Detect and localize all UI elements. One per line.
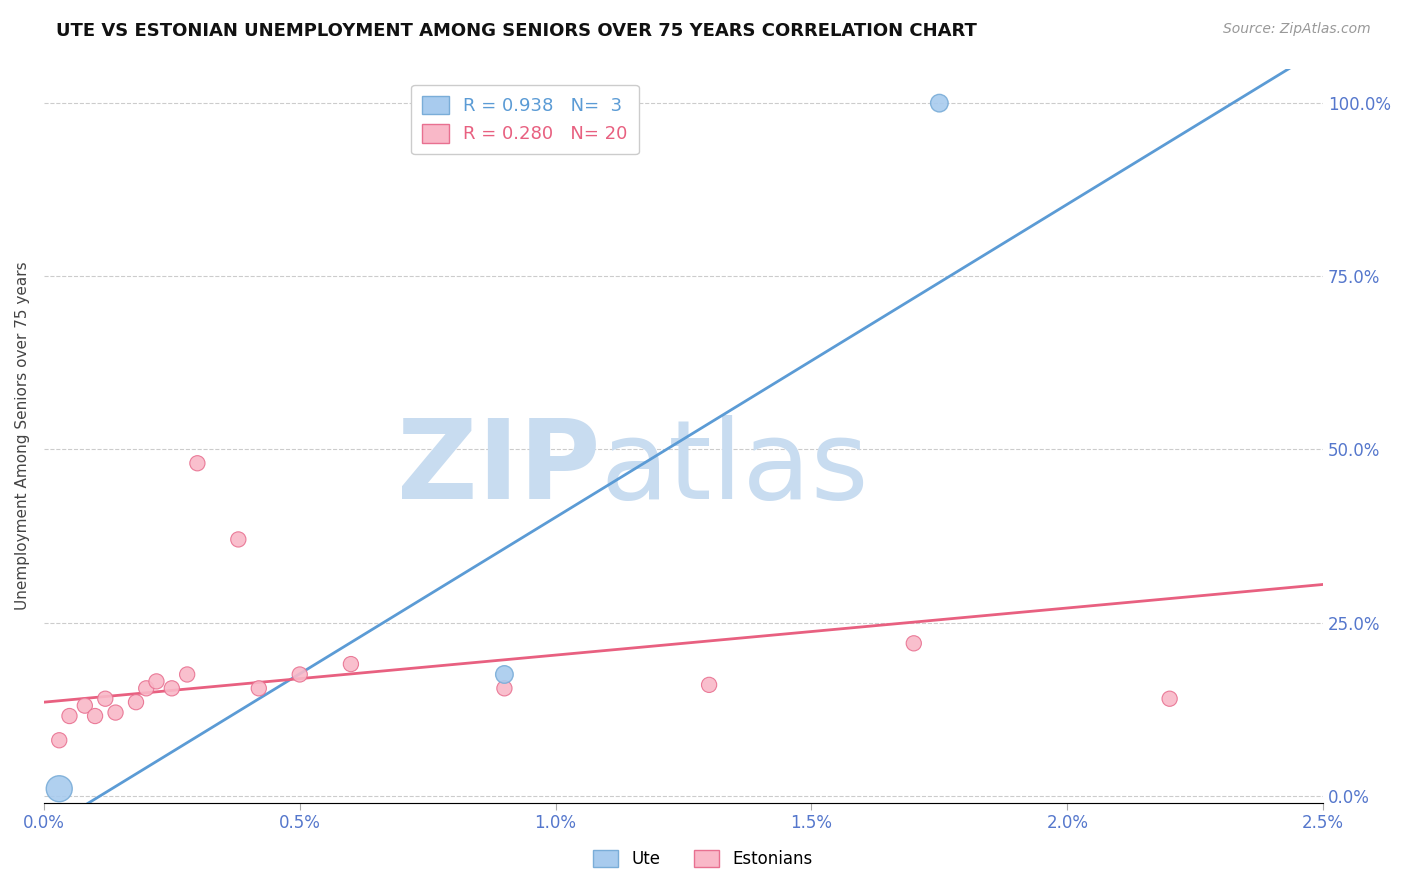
Text: ZIP: ZIP: [396, 415, 600, 522]
Point: [1159, 691, 1181, 706]
Point: [903, 636, 925, 650]
Point: [73, 698, 96, 713]
Point: [494, 667, 516, 681]
Point: [48, 781, 70, 796]
Point: [288, 667, 311, 681]
Point: [228, 533, 250, 547]
Point: [48, 733, 70, 747]
Point: [928, 96, 950, 111]
Point: [160, 681, 183, 696]
Point: [247, 681, 270, 696]
Legend: R = 0.938   N=  3, R = 0.280   N= 20: R = 0.938 N= 3, R = 0.280 N= 20: [411, 85, 638, 154]
Point: [186, 456, 208, 470]
Y-axis label: Unemployment Among Seniors over 75 years: Unemployment Among Seniors over 75 years: [15, 261, 30, 610]
Point: [94, 691, 117, 706]
Text: atlas: atlas: [600, 415, 869, 522]
Point: [494, 681, 516, 696]
Point: [176, 667, 198, 681]
Point: [340, 657, 363, 671]
Text: UTE VS ESTONIAN UNEMPLOYMENT AMONG SENIORS OVER 75 YEARS CORRELATION CHART: UTE VS ESTONIAN UNEMPLOYMENT AMONG SENIO…: [56, 22, 977, 40]
Point: [84, 709, 107, 723]
Text: Source: ZipAtlas.com: Source: ZipAtlas.com: [1223, 22, 1371, 37]
Point: [104, 706, 127, 720]
Point: [697, 678, 720, 692]
Point: [145, 674, 167, 689]
Point: [135, 681, 157, 696]
Point: [125, 695, 148, 709]
Point: [58, 709, 80, 723]
Legend: Ute, Estonians: Ute, Estonians: [586, 843, 820, 875]
